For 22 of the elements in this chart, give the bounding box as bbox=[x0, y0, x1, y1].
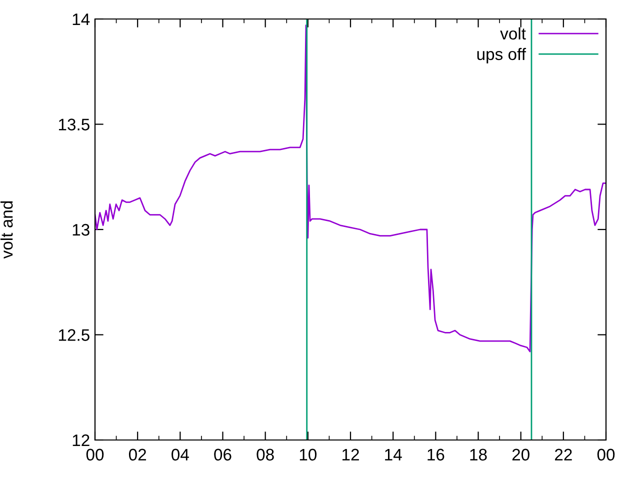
y-tick-label: 14 bbox=[72, 14, 90, 26]
x-tick-label: 02 bbox=[128, 448, 146, 461]
legend-label: ups off bbox=[477, 48, 526, 64]
y-tick-label: 12 bbox=[72, 434, 90, 446]
y-tick-label: 13 bbox=[72, 224, 90, 236]
y-tick-label: 13.5 bbox=[58, 118, 90, 130]
x-tick-label: 00 bbox=[86, 448, 104, 461]
x-tick-label: 10 bbox=[300, 448, 317, 461]
text: volt bbox=[500, 27, 526, 40]
y-tick-label: 12.5 bbox=[58, 329, 90, 341]
x-tick-label: 14 bbox=[385, 448, 402, 460]
x-tick-label: 22 bbox=[554, 448, 572, 460]
y-axis-title: volt and bbox=[0, 201, 13, 259]
line-series bbox=[95, 24, 606, 352]
x-tick-label: 18 bbox=[470, 448, 487, 461]
x-tick-label: 12 bbox=[342, 448, 359, 460]
x-tick-label: 04 bbox=[172, 448, 189, 461]
x-tick-label: 20 bbox=[512, 448, 530, 461]
x-tick-label: 08 bbox=[256, 448, 274, 461]
x-tick-label: 06 bbox=[214, 448, 232, 461]
x-tick-label: 00 bbox=[597, 448, 615, 461]
x-tick-label: 16 bbox=[428, 448, 444, 461]
